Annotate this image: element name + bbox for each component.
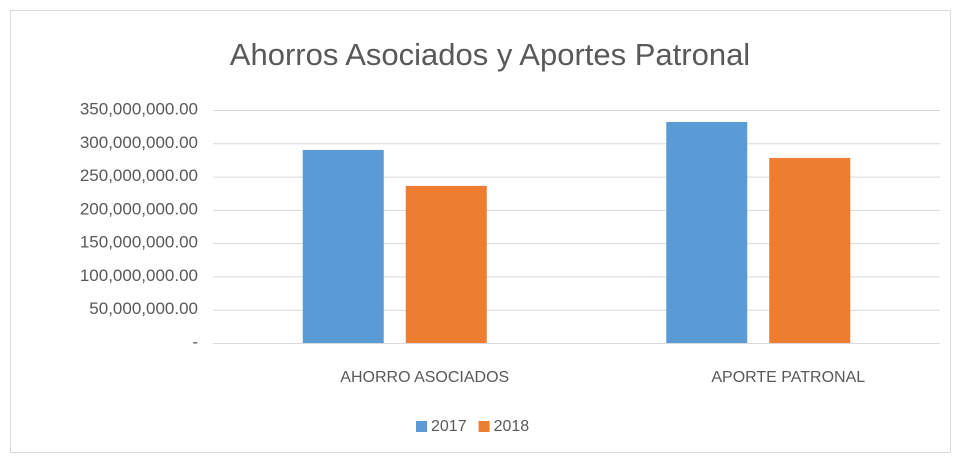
bar <box>302 149 384 343</box>
y-tick-label: 350,000,000.00 <box>80 99 198 118</box>
x-tick-label: AHORRO ASOCIADOS <box>340 369 509 386</box>
y-tick-label: 200,000,000.00 <box>80 199 198 218</box>
y-tick-label: - <box>192 332 198 351</box>
bar <box>405 185 487 343</box>
legend-swatch <box>478 421 490 432</box>
x-tick-label: APORTE PATRONAL <box>711 369 865 386</box>
legend-label: 2018 <box>494 418 530 435</box>
legend-swatch <box>416 421 427 432</box>
y-tick-label: 100,000,000.00 <box>80 266 198 285</box>
legend-label: 2017 <box>431 418 467 435</box>
y-tick-label: 250,000,000.00 <box>80 166 198 185</box>
chart-title: Ahorros Asociados y Aportes Patronal <box>230 37 750 72</box>
y-tick-label: 300,000,000.00 <box>80 133 198 152</box>
y-tick-label: 150,000,000.00 <box>80 233 198 252</box>
y-tick-label: 50,000,000.00 <box>89 299 198 318</box>
bar <box>769 157 851 343</box>
bar <box>666 121 748 344</box>
